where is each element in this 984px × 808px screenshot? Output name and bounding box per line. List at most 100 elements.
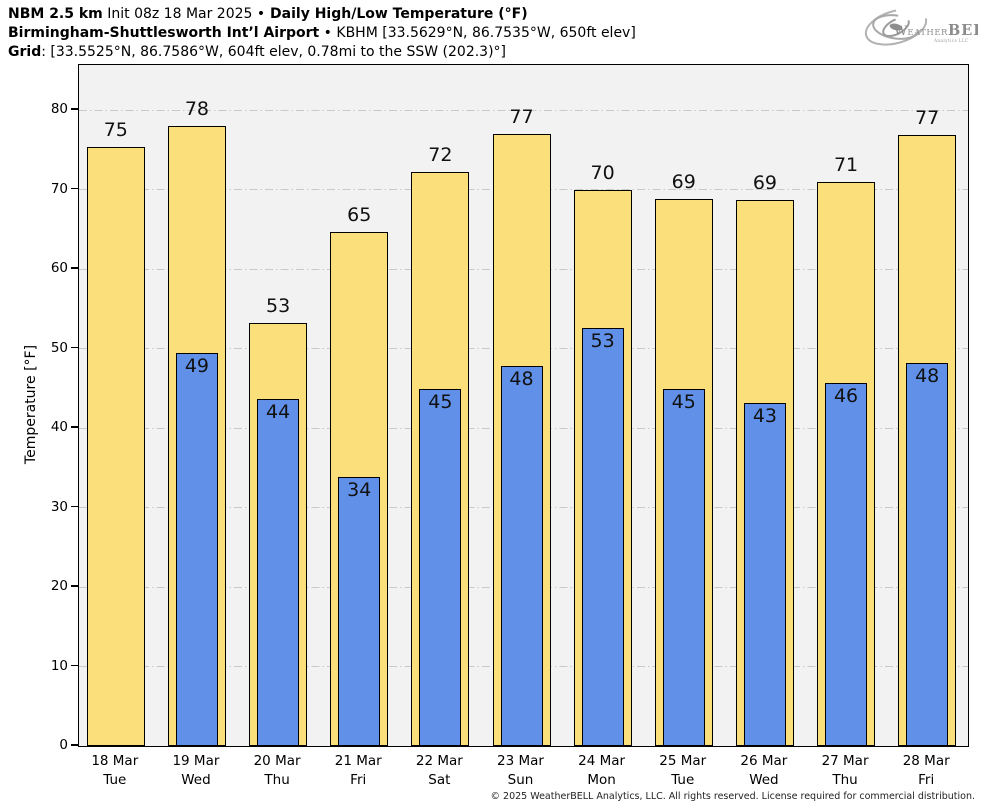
high-value-label: 71: [833, 154, 859, 177]
x-tick-day: Fri: [918, 772, 935, 788]
x-tick-label: 25 Mar Tue: [638, 752, 728, 790]
low-value-label: 43: [752, 404, 777, 427]
y-tick-label: 30: [50, 498, 68, 515]
header-line-1: NBM 2.5 km Init 08z 18 Mar 2025 • Daily …: [8, 5, 636, 24]
station-meta: KBHM [33.5629°N, 86.7535°W, 650ft elev]: [336, 25, 636, 41]
x-tick-day: Sat: [428, 772, 451, 788]
low-value-label: 46: [833, 384, 859, 407]
y-tick-label: 60: [50, 260, 68, 276]
y-tick-mark: [71, 187, 78, 190]
product-title: Daily High/Low Temperature (°F): [265, 6, 528, 22]
x-tick-label: 22 Mar Sat: [394, 752, 484, 790]
low-value-label: 48: [915, 364, 940, 387]
y-tick-mark: [71, 585, 78, 587]
x-tick-date: 22 Mar: [415, 753, 463, 769]
y-tick-mark: [71, 505, 78, 508]
plot-area: 75 78 49 53 44 65 34 72 45 77 48 70 53 69 45 69 43 71 46 77…: [78, 64, 969, 747]
x-tick-label: 18 Mar Tue: [70, 752, 160, 790]
x-tick-day: Thu: [832, 772, 858, 788]
x-tick-date: 21 Mar: [334, 753, 382, 769]
x-tick-day: Tue: [103, 772, 127, 788]
high-value-label: 69: [671, 171, 696, 194]
high-value-label: 77: [915, 106, 940, 129]
logo-bell: BELL: [948, 22, 978, 39]
low-value-label: 45: [671, 391, 696, 414]
x-tick-day: Tue: [671, 772, 695, 788]
x-tick-day: Wed: [181, 772, 211, 788]
low-bar: [825, 382, 868, 746]
logo-letter-w: W: [894, 24, 908, 39]
y-tick-mark: [71, 664, 78, 667]
high-value-label: 53: [265, 295, 291, 318]
bullet-separator-2: •: [319, 25, 337, 41]
x-tick-date: 18 Mar: [91, 753, 139, 769]
low-bar: [906, 362, 949, 746]
x-tick-day: Thu: [264, 772, 290, 788]
x-tick-day: Wed: [749, 772, 779, 788]
x-tick-date: 26 Mar: [740, 753, 788, 769]
hurricane-swirl-icon: [864, 8, 928, 46]
y-tick-mark: [71, 267, 78, 269]
low-value-label: 53: [590, 329, 615, 352]
x-tick-label: 28 Mar Fri: [881, 752, 971, 790]
high-value-label: 72: [428, 144, 453, 166]
x-tick-label: 26 Mar Wed: [719, 752, 809, 790]
header-line-2: Birmingham-Shuttlesworth Int’l Airport •…: [8, 24, 636, 43]
y-tick-label: 80: [50, 101, 68, 117]
high-value-label: 70: [590, 162, 615, 185]
low-bar: [257, 399, 300, 746]
y-tick-label: 10: [50, 657, 68, 674]
x-tick-label: 21 Mar Fri: [313, 752, 403, 790]
x-tick-label: 20 Mar Thu: [232, 752, 322, 790]
x-tick-label: 27 Mar Thu: [800, 752, 890, 790]
chart-header: NBM 2.5 km Init 08z 18 Mar 2025 • Daily …: [8, 5, 636, 62]
high-value-label: 78: [184, 97, 210, 120]
x-tick-label: 24 Mar Mon: [557, 752, 647, 790]
weatherbell-logo: WEATHERBELL Analytics LLC: [864, 8, 978, 46]
x-tick-date: 28 Mar: [902, 753, 950, 769]
low-bar: [338, 477, 381, 746]
station-name: Birmingham-Shuttlesworth Int’l Airport: [8, 25, 320, 41]
low-bar: [662, 389, 705, 746]
x-tick-label: 19 Mar Wed: [151, 752, 241, 790]
bullet-separator: •: [256, 6, 266, 22]
low-value-label: 49: [184, 355, 210, 378]
y-tick-label: 40: [50, 419, 68, 435]
logo-eather: EATHER: [907, 28, 948, 38]
low-bar: [175, 353, 218, 746]
low-bar: [419, 389, 462, 746]
y-tick-label: 50: [50, 339, 68, 356]
high-value-label: 75: [103, 119, 128, 142]
x-tick-date: 20 Mar: [253, 753, 301, 769]
logo-subtext: Analytics LLC: [933, 38, 969, 43]
x-tick-day: Sun: [507, 772, 534, 788]
high-value-label: 69: [752, 171, 777, 194]
low-value-label: 48: [509, 367, 534, 390]
grid-label: Grid: [8, 44, 42, 60]
y-axis-title: Temperature [°F]: [23, 344, 39, 465]
x-tick-day: Mon: [587, 772, 616, 788]
grid-meta: : [33.5525°N, 86.7586°W, 604ft elev, 0.7…: [41, 44, 507, 60]
high-value-label: 77: [509, 105, 534, 128]
x-tick-date: 27 Mar: [821, 753, 869, 769]
y-tick-mark: [71, 744, 78, 746]
low-value-label: 34: [347, 479, 372, 502]
low-value-label: 45: [428, 391, 453, 414]
x-tick-date: 24 Mar: [578, 753, 626, 769]
y-tick-mark: [71, 346, 78, 349]
low-bar: [743, 402, 786, 746]
x-tick-day: Fri: [350, 772, 367, 788]
x-tick-date: 23 Mar: [497, 753, 544, 769]
y-tick-label: 20: [50, 578, 68, 594]
high-value-label: 65: [347, 203, 372, 226]
y-tick-mark: [71, 108, 78, 110]
copyright-notice: © 2025 WeatherBELL Analytics, LLC. All r…: [490, 791, 975, 802]
y-tick-mark: [71, 426, 78, 428]
gridline: [79, 109, 968, 111]
x-tick-label: 23 Mar Sun: [476, 752, 566, 790]
x-tick-date: 19 Mar: [172, 753, 220, 769]
y-tick-label: 0: [59, 737, 68, 753]
low-bar: [581, 327, 624, 746]
low-bar: [500, 366, 543, 746]
